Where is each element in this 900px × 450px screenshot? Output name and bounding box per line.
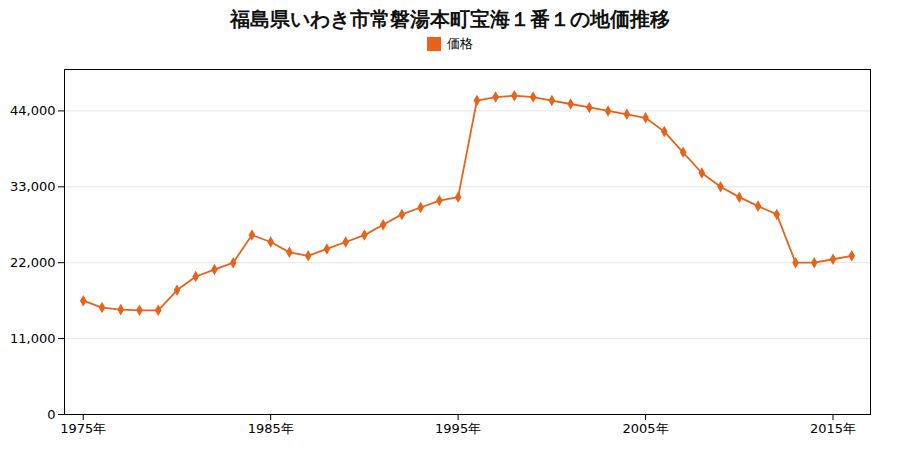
svg-text:44,000: 44,000 — [10, 103, 56, 118]
html-text:福島県いわき市常磐湯本町宝海１番１の地価推移: 福島県いわき市常磐湯本町宝海１番１の地価推移 — [230, 7, 670, 31]
svg-text:1985年: 1985年 — [248, 421, 294, 436]
svg-text:33,000: 33,000 — [10, 179, 56, 194]
html-text:価格: 価格 — [447, 36, 473, 51]
svg-text:11,000: 11,000 — [10, 331, 56, 346]
svg-text:2015年: 2015年 — [810, 421, 856, 436]
svg-text:22,000: 22,000 — [10, 255, 56, 270]
svg-text:2005年: 2005年 — [623, 421, 669, 436]
svg-text:1975年: 1975年 — [60, 421, 106, 436]
svg-text:0: 0 — [47, 407, 55, 422]
svg-text:1995年: 1995年 — [435, 421, 481, 436]
